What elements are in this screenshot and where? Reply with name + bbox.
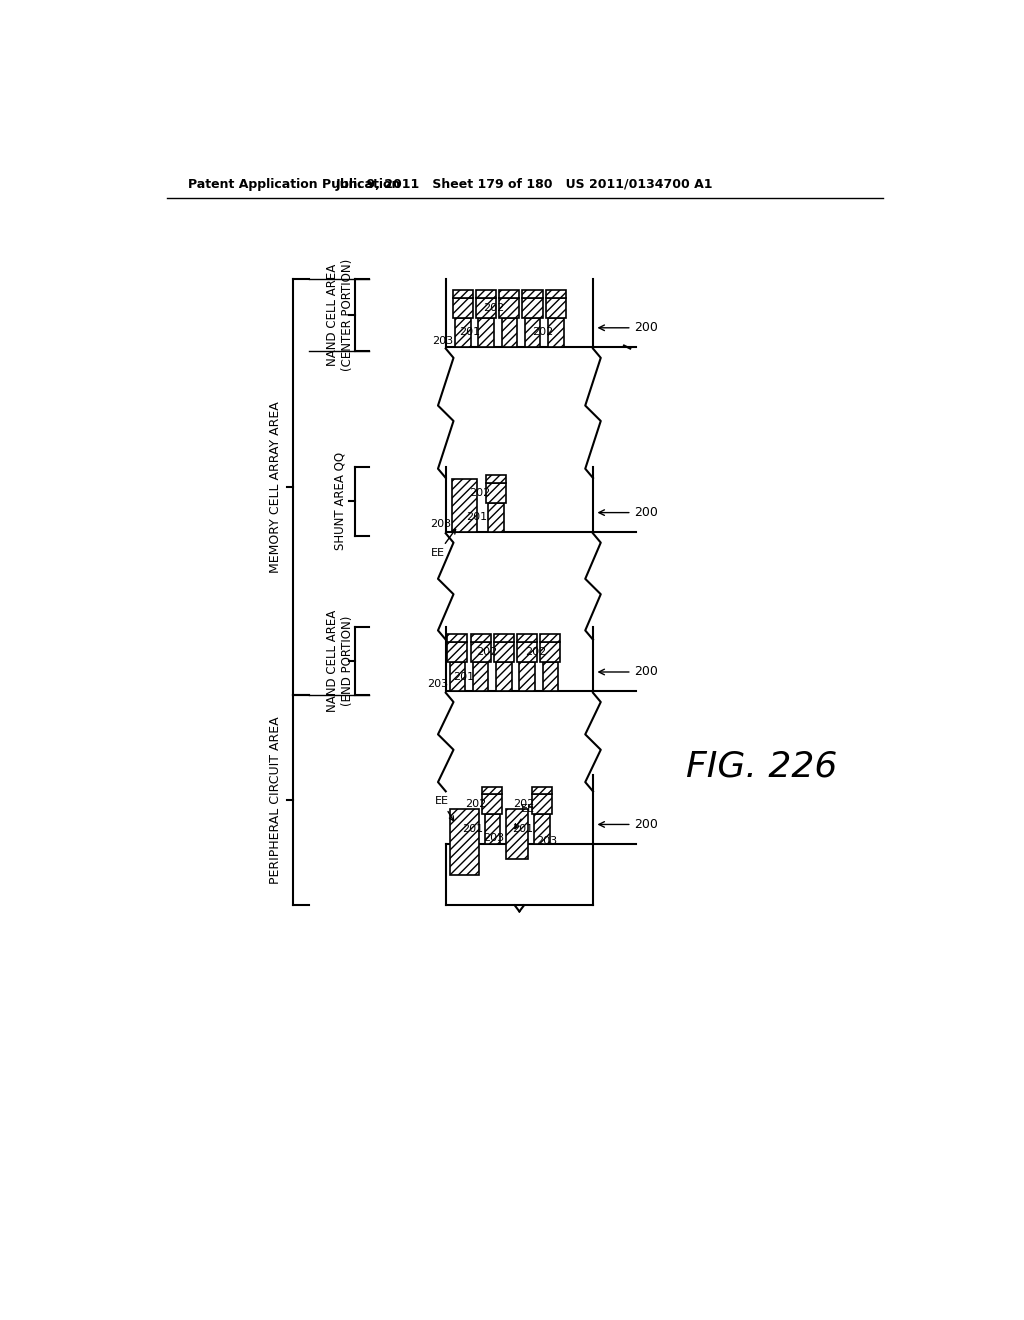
Text: 202: 202 (469, 487, 489, 498)
Text: 202: 202 (525, 647, 547, 657)
Text: Jun. 9, 2011   Sheet 179 of 180   US 2011/0134700 A1: Jun. 9, 2011 Sheet 179 of 180 US 2011/01… (336, 178, 714, 191)
Bar (517, 642, 538, 663)
Bar (471, 642, 490, 663)
Bar (484, 814, 500, 843)
Bar (476, 290, 496, 298)
Bar (494, 642, 514, 663)
Text: 203: 203 (432, 335, 454, 346)
Bar (450, 663, 465, 692)
Text: EE: EE (435, 796, 454, 821)
Bar (522, 298, 543, 318)
Bar (524, 318, 541, 347)
Text: 202: 202 (532, 327, 554, 338)
Bar (455, 318, 471, 347)
Bar (546, 290, 566, 298)
Text: 202: 202 (514, 800, 535, 809)
Bar (488, 503, 504, 532)
Bar (541, 635, 560, 642)
Text: MEMORY CELL ARRAY AREA: MEMORY CELL ARRAY AREA (268, 401, 282, 573)
Bar (546, 298, 566, 318)
Bar (517, 635, 538, 642)
Text: 201: 201 (512, 824, 534, 834)
Bar (531, 795, 552, 814)
Text: 200: 200 (634, 506, 658, 519)
Text: 202: 202 (476, 647, 498, 657)
Bar (486, 483, 506, 503)
Text: 203: 203 (427, 678, 449, 689)
Bar (500, 290, 519, 298)
Text: NAND CELL AREA
(CENTER PORTION): NAND CELL AREA (CENTER PORTION) (326, 259, 353, 371)
Text: 201: 201 (466, 512, 486, 523)
Text: 201: 201 (460, 327, 480, 338)
Text: 200: 200 (634, 665, 658, 678)
Bar (535, 814, 550, 843)
Text: 201: 201 (454, 672, 474, 681)
Bar (519, 663, 535, 692)
Bar (494, 635, 514, 642)
Bar (496, 663, 512, 692)
Bar (478, 318, 494, 347)
Text: 203: 203 (536, 836, 557, 846)
Bar (482, 787, 503, 795)
Text: 203: 203 (483, 833, 505, 842)
Bar (541, 642, 560, 663)
Text: EE: EE (515, 804, 535, 829)
Bar (453, 298, 473, 318)
Bar (450, 809, 479, 875)
Text: FIG. 226: FIG. 226 (686, 750, 838, 784)
Bar (453, 290, 473, 298)
Bar (471, 635, 490, 642)
Bar (447, 642, 467, 663)
Text: 203: 203 (430, 519, 452, 529)
Text: 201: 201 (463, 824, 483, 834)
Bar (500, 298, 519, 318)
Bar (447, 635, 467, 642)
Text: 200: 200 (634, 818, 658, 832)
Text: 202: 202 (465, 800, 486, 809)
Bar (502, 318, 517, 347)
Text: EE: EE (431, 529, 456, 558)
Text: SHUNT AREA QQ: SHUNT AREA QQ (333, 453, 346, 550)
Text: 200: 200 (634, 321, 658, 334)
Bar (473, 663, 488, 692)
Bar (548, 318, 563, 347)
Bar (543, 663, 558, 692)
Bar (506, 809, 528, 859)
Text: PERIPHERAL CIRCUIT AREA: PERIPHERAL CIRCUIT AREA (268, 717, 282, 884)
Bar (452, 479, 477, 532)
Bar (531, 787, 552, 795)
Bar (486, 475, 506, 483)
Text: 202: 202 (482, 302, 504, 313)
Bar (482, 795, 503, 814)
Bar (476, 298, 496, 318)
Text: NAND CELL AREA
(END PORTION): NAND CELL AREA (END PORTION) (326, 610, 353, 711)
Bar (522, 290, 543, 298)
Text: Patent Application Publication: Patent Application Publication (188, 178, 400, 191)
